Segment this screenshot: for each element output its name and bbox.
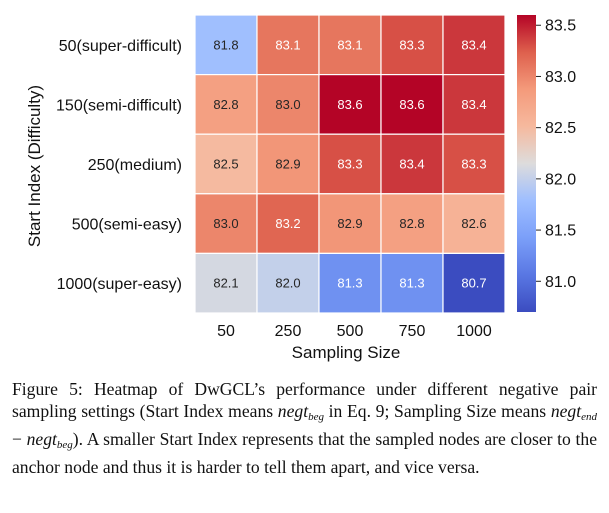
caption-minus: − bbox=[12, 429, 27, 449]
y-tick-label: 150(semi-difficult) bbox=[56, 97, 182, 114]
x-tick-label: 50 bbox=[217, 323, 235, 340]
colorbar-tick-label: 83.0 bbox=[545, 69, 576, 86]
colorbar-tick-label: 82.5 bbox=[545, 120, 576, 137]
cell-value-label: 80.7 bbox=[461, 276, 486, 291]
y-tick-label: 1000(super-easy) bbox=[57, 276, 182, 293]
heatmap-cell bbox=[256, 133, 320, 195]
caption-line-5: harder to tell them apart, and vice vers… bbox=[196, 457, 480, 477]
x-tick-label: 250 bbox=[275, 323, 302, 340]
cell-value-label: 83.4 bbox=[399, 157, 424, 172]
caption-beg-2: beg bbox=[56, 439, 73, 451]
heatmap-cell bbox=[442, 73, 506, 135]
heatmap-cell bbox=[380, 193, 444, 255]
heatmap-cell bbox=[194, 14, 258, 76]
colorbar-tick-label: 83.5 bbox=[545, 18, 576, 35]
heatmap-cell bbox=[194, 73, 258, 135]
heatmap-cell bbox=[318, 73, 382, 135]
cell-value-label: 83.3 bbox=[461, 157, 486, 172]
caption-negt-1: negt bbox=[277, 401, 309, 421]
cell-value-label: 83.3 bbox=[399, 37, 424, 52]
cell-value-label: 83.4 bbox=[461, 37, 486, 52]
cell-value-label: 82.9 bbox=[337, 216, 362, 231]
cell-value-label: 82.0 bbox=[275, 276, 300, 291]
heatmap-cell bbox=[256, 193, 320, 255]
cell-value-label: 81.8 bbox=[213, 37, 238, 52]
heatmap-cell bbox=[194, 252, 258, 314]
y-axis-label: Start Index (Difficulty) bbox=[25, 85, 44, 247]
heatmap-cell bbox=[442, 252, 506, 314]
colorbar-tick-label: 81.0 bbox=[545, 274, 576, 291]
y-tick-label: 500(semi-easy) bbox=[72, 217, 182, 234]
cell-value-label: 82.1 bbox=[213, 276, 238, 291]
caption-line-1: Heatmap of DwGCL’s performance under dif… bbox=[93, 379, 559, 399]
colorbar-ticks: 81.0 81.5 82.0 82.5 83.0 83.5 bbox=[536, 18, 576, 291]
cell-value-label: 82.6 bbox=[461, 216, 486, 231]
cell-value-label: 82.5 bbox=[213, 157, 238, 172]
colorbar-tick-label: 82.0 bbox=[545, 171, 576, 188]
cell-value-label: 83.4 bbox=[461, 97, 486, 112]
cell-value-label: 82.8 bbox=[399, 216, 424, 231]
figure-caption: Figure 5: Heatmap of DwGCL’s performance… bbox=[12, 378, 597, 478]
cell-value-label: 83.2 bbox=[275, 216, 300, 231]
heatmap-cell bbox=[442, 193, 506, 255]
caption-line-3b: ). A smaller Start Index represents bbox=[72, 429, 314, 449]
cell-value-label: 81.3 bbox=[399, 276, 424, 291]
cell-value-label: 82.8 bbox=[213, 97, 238, 112]
cell-value-label: 83.1 bbox=[337, 37, 362, 52]
cell-value-label: 83.0 bbox=[213, 216, 238, 231]
cell-value-label: 83.3 bbox=[337, 157, 362, 172]
caption-line-2b: in Eq. 9; Sampling bbox=[323, 401, 462, 421]
heatmap-cell bbox=[318, 14, 382, 76]
colorbar bbox=[517, 15, 536, 312]
x-axis-label: Sampling Size bbox=[292, 343, 401, 362]
cell-value-label: 82.9 bbox=[275, 157, 300, 172]
heatmap-chart: 81.8 83.1 83.1 83.3 83.4 82.8 83.0 83.6 83.6 83.4… bbox=[25, 14, 576, 362]
heatmap-cell bbox=[380, 133, 444, 195]
heatmap-cells: 81.8 83.1 83.1 83.3 83.4 82.8 83.0 83.6 83.6 83.4… bbox=[194, 14, 506, 314]
x-tick-label: 1000 bbox=[456, 323, 492, 340]
caption-negt-2: negt bbox=[550, 401, 582, 421]
caption-line-3a: Size means bbox=[466, 401, 551, 421]
cell-value-label: 83.6 bbox=[399, 97, 424, 112]
caption-line-2a: pair sampling settings (Start Index mean… bbox=[12, 379, 597, 421]
heatmap-cell bbox=[318, 252, 382, 314]
cell-value-label: 81.3 bbox=[337, 276, 362, 291]
heatmap-cell bbox=[318, 193, 382, 255]
cell-value-label: 83.1 bbox=[275, 37, 300, 52]
y-tick-label: 50(super-difficult) bbox=[59, 38, 182, 55]
heatmap-cell bbox=[256, 252, 320, 314]
axis-ticks: 50 250 500 750 1000 50(super-difficult) 150(se… bbox=[56, 38, 492, 340]
x-tick-label: 500 bbox=[337, 323, 364, 340]
colorbar-tick-label: 81.5 bbox=[545, 223, 576, 240]
y-tick-label: 250(medium) bbox=[88, 157, 182, 174]
cell-value-label: 83.6 bbox=[337, 97, 362, 112]
x-tick-label: 750 bbox=[399, 323, 426, 340]
cell-value-label: 83.0 bbox=[275, 97, 300, 112]
caption-label: Figure 5: bbox=[12, 379, 83, 399]
caption-end: end bbox=[581, 411, 597, 423]
caption-negt-3: negt bbox=[26, 429, 57, 449]
heatmap-cell bbox=[256, 14, 320, 76]
heatmap-cell bbox=[194, 193, 258, 255]
caption-beg-1: beg bbox=[308, 411, 324, 423]
caption-line-4: that the sampled nodes are closer to the… bbox=[12, 429, 598, 477]
